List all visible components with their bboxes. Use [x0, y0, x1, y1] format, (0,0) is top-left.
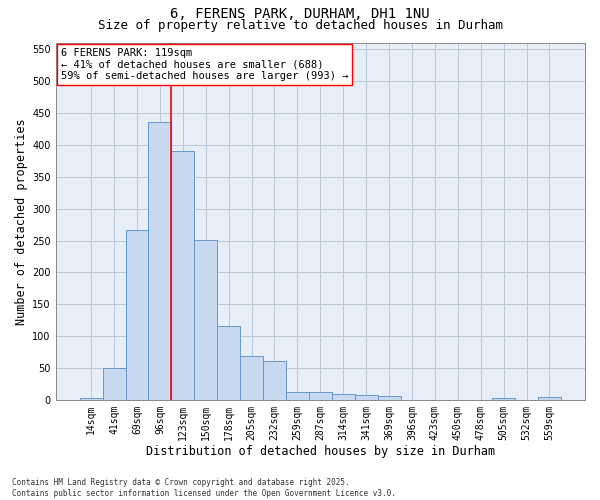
Bar — [286, 392, 309, 400]
Text: Size of property relative to detached houses in Durham: Size of property relative to detached ho… — [97, 18, 503, 32]
X-axis label: Distribution of detached houses by size in Durham: Distribution of detached houses by size … — [146, 444, 495, 458]
Bar — [217, 326, 240, 400]
Bar — [355, 395, 377, 400]
Bar — [309, 392, 332, 400]
Bar — [263, 360, 286, 400]
Text: 6 FERENS PARK: 119sqm
← 41% of detached houses are smaller (688)
59% of semi-det: 6 FERENS PARK: 119sqm ← 41% of detached … — [61, 48, 349, 81]
Bar — [172, 151, 194, 400]
Text: 6, FERENS PARK, DURHAM, DH1 1NU: 6, FERENS PARK, DURHAM, DH1 1NU — [170, 8, 430, 22]
Text: Contains HM Land Registry data © Crown copyright and database right 2025.
Contai: Contains HM Land Registry data © Crown c… — [12, 478, 396, 498]
Bar — [125, 230, 148, 400]
Bar — [80, 398, 103, 400]
Y-axis label: Number of detached properties: Number of detached properties — [15, 118, 28, 324]
Bar — [332, 394, 355, 400]
Bar — [492, 398, 515, 400]
Bar — [377, 396, 401, 400]
Bar — [194, 240, 217, 400]
Bar — [538, 397, 561, 400]
Bar — [103, 368, 125, 400]
Bar — [148, 122, 172, 400]
Bar — [240, 356, 263, 400]
